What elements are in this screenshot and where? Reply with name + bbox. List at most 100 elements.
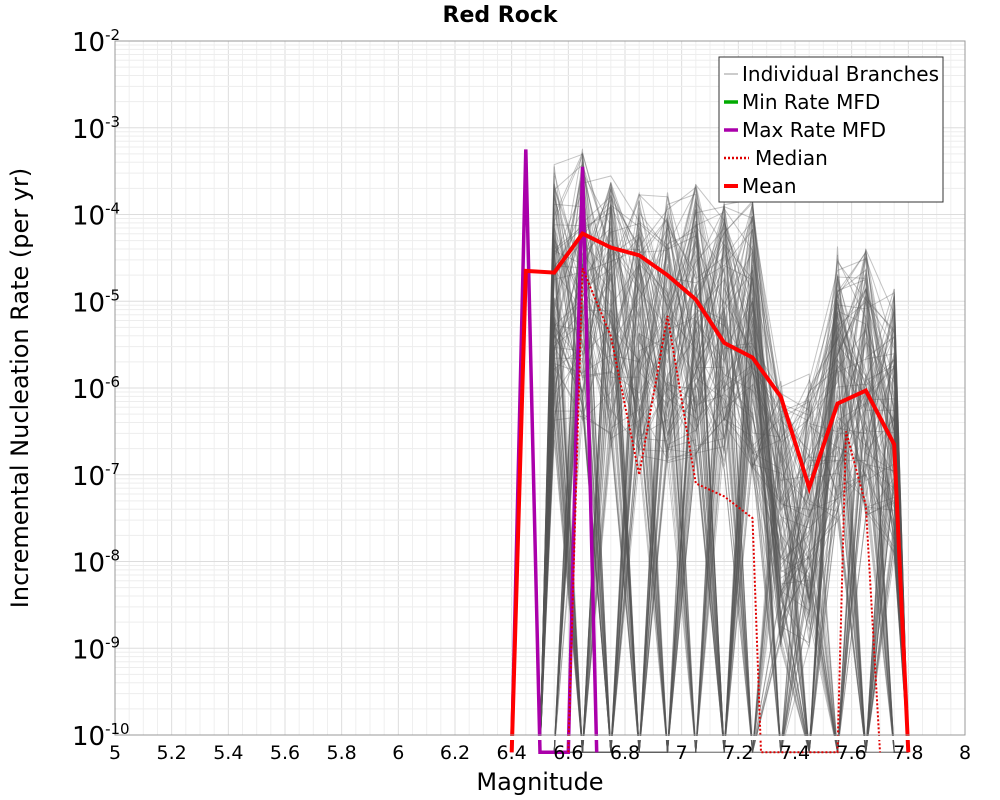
x-tick-label: 5.2 [157, 742, 187, 764]
y-tick-label: 10-7 [72, 460, 120, 492]
branch-line [539, 205, 909, 753]
branch-line [539, 204, 909, 753]
branch-line [540, 175, 909, 753]
branch-line [539, 222, 909, 753]
y-tick-label: 10-5 [72, 286, 120, 318]
legend-box [718, 56, 944, 203]
branch-line [540, 182, 909, 753]
legend-label-median: Median [755, 146, 828, 170]
x-tick-label: 5 [109, 742, 121, 764]
branch-line [539, 169, 909, 753]
x-tick-label: 7.2 [723, 742, 753, 764]
x-tick-label: 5.8 [327, 742, 357, 764]
branch-line [539, 224, 909, 753]
branch-line [539, 229, 909, 753]
branch-line [539, 230, 909, 753]
branch-line [539, 200, 909, 753]
branch-line [540, 239, 909, 753]
branch-line [540, 216, 909, 753]
branch-line [539, 192, 909, 753]
branch-line [539, 183, 909, 753]
branch-line [539, 254, 909, 753]
branch-line [539, 166, 909, 753]
branch-line [539, 218, 909, 753]
y-tick-label: 10-9 [72, 633, 120, 665]
branch-line [540, 229, 909, 753]
branch-line [540, 166, 909, 753]
branch-line [539, 198, 909, 753]
branch-line [540, 188, 909, 753]
branch-line [540, 282, 909, 753]
branch-line [539, 194, 909, 753]
branch-line [539, 240, 909, 753]
series-lines [509, 149, 911, 755]
branch-line [539, 148, 909, 753]
branch-line [540, 243, 909, 753]
branch-line [540, 153, 909, 753]
branch-line [539, 165, 909, 753]
branch-line [539, 246, 909, 753]
branch-line [539, 263, 909, 753]
branch-line [539, 182, 909, 753]
branch-line [540, 227, 909, 753]
branch-line [539, 266, 909, 753]
branch-line [539, 201, 909, 753]
branch-line [539, 172, 909, 753]
branch-line [539, 293, 909, 753]
mean-line [509, 231, 911, 753]
legend-label-mean: Mean [742, 174, 797, 198]
y-tick-label: 10-4 [72, 200, 120, 232]
branch-line [539, 205, 909, 753]
branch-line [539, 227, 909, 753]
x-tick-label: 7.6 [837, 742, 867, 764]
branch-line [540, 207, 909, 753]
legend-label-branches: Individual Branches [742, 62, 939, 86]
branch-line [539, 221, 909, 753]
branch-line [539, 186, 909, 753]
branch-line [539, 250, 909, 753]
x-tick-label: 5.4 [213, 742, 243, 764]
branch-line [540, 195, 909, 753]
branch-line [540, 208, 909, 753]
y-axis-label: Incremental Nucleation Rate (per yr) [6, 168, 34, 608]
x-tick-label: 6 [392, 742, 404, 764]
x-tick-label: 6.6 [553, 742, 583, 764]
branch-line [539, 228, 909, 753]
plot-bottom-mask [115, 736, 965, 740]
branch-line [539, 220, 909, 753]
branch-line [540, 249, 909, 753]
branch-line [539, 208, 909, 753]
branch-line [539, 214, 909, 753]
branch-line [539, 161, 909, 753]
branch-line [540, 233, 909, 753]
x-tick-label: 7.8 [893, 742, 923, 764]
branch-line [540, 224, 909, 753]
branch-line [540, 182, 909, 753]
x-tick-label: 5.6 [270, 742, 300, 764]
y-tick-label: 10-10 [72, 720, 130, 752]
branch-line [539, 206, 909, 753]
x-tick-label: 7 [676, 742, 688, 764]
branch-line [539, 187, 909, 753]
branch-line [539, 208, 909, 753]
branch-line [539, 268, 909, 753]
branch-line [539, 183, 909, 753]
branch-line [539, 216, 909, 753]
branch-line [539, 203, 909, 753]
branch-line [539, 153, 909, 753]
branch-line [539, 267, 909, 753]
y-tick-label: 10-8 [72, 547, 120, 579]
branch-line [539, 186, 909, 753]
branch-line [539, 211, 909, 753]
branch-line [539, 259, 909, 753]
branch-line [539, 168, 909, 753]
branch-line [539, 197, 909, 753]
branch-line [539, 151, 909, 753]
branch-line [539, 287, 909, 753]
branch-line [540, 170, 909, 753]
y-tick-label: 10-2 [72, 26, 120, 58]
individual-branches [539, 148, 909, 753]
branch-line [539, 231, 909, 753]
x-tick-label: 8 [959, 742, 971, 764]
